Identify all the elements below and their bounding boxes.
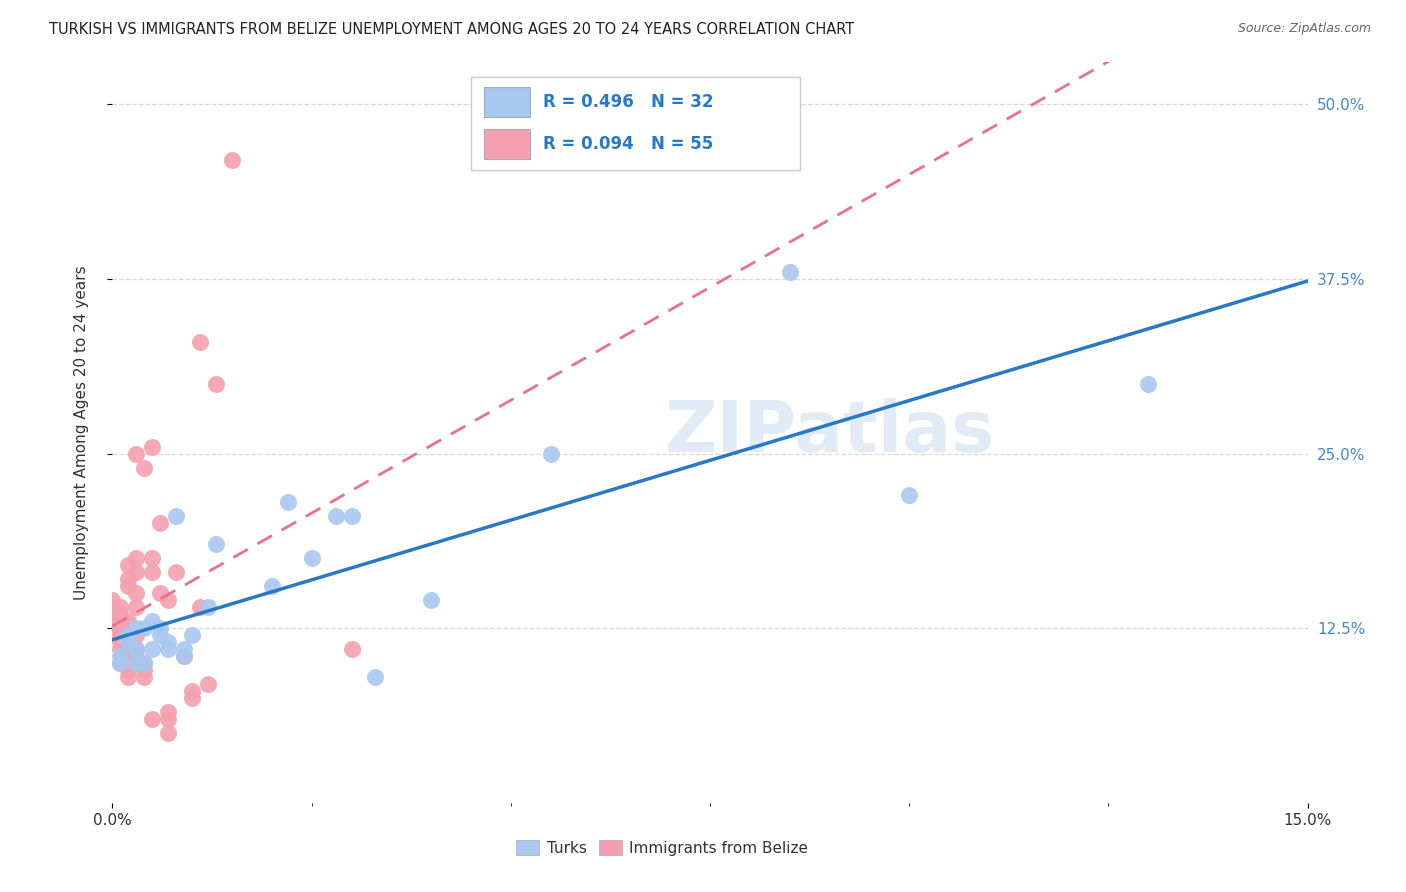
Point xyxy=(181,628,204,642)
Point xyxy=(141,440,163,454)
Point xyxy=(125,656,148,670)
Point xyxy=(134,460,156,475)
Point xyxy=(540,446,562,460)
Point xyxy=(205,537,228,551)
Point xyxy=(277,495,299,509)
Point xyxy=(110,628,132,642)
Point xyxy=(181,684,204,698)
Point xyxy=(134,656,156,670)
Point xyxy=(157,726,180,740)
Point xyxy=(149,621,172,635)
Point xyxy=(134,663,156,677)
Point xyxy=(110,649,132,664)
Point xyxy=(173,649,195,664)
Point xyxy=(188,334,211,349)
Point xyxy=(157,705,180,719)
Point xyxy=(117,642,139,657)
Point xyxy=(325,509,347,524)
Point xyxy=(301,551,323,566)
Point xyxy=(898,488,921,502)
Point xyxy=(110,656,132,670)
Point xyxy=(1137,376,1160,391)
Point xyxy=(125,628,148,642)
Point xyxy=(125,551,148,566)
Point xyxy=(117,572,139,586)
Point xyxy=(125,566,148,580)
Point xyxy=(125,649,148,664)
Point xyxy=(101,614,124,628)
Point xyxy=(157,712,180,726)
Point xyxy=(149,628,172,642)
Point xyxy=(117,635,139,649)
Point xyxy=(173,649,195,664)
Point xyxy=(125,600,148,615)
Text: TURKISH VS IMMIGRANTS FROM BELIZE UNEMPLOYMENT AMONG AGES 20 TO 24 YEARS CORRELA: TURKISH VS IMMIGRANTS FROM BELIZE UNEMPL… xyxy=(49,22,855,37)
Point xyxy=(197,677,219,691)
Point xyxy=(110,656,132,670)
Y-axis label: Unemployment Among Ages 20 to 24 years: Unemployment Among Ages 20 to 24 years xyxy=(75,265,89,600)
Point xyxy=(141,712,163,726)
Point xyxy=(157,642,180,657)
Point xyxy=(364,670,387,684)
Point xyxy=(149,516,172,531)
Point xyxy=(779,265,801,279)
Point xyxy=(125,656,148,670)
Point xyxy=(117,663,139,677)
Point xyxy=(117,558,139,573)
Point xyxy=(117,628,139,642)
Point xyxy=(165,509,187,524)
Point xyxy=(173,642,195,657)
Point xyxy=(110,600,132,615)
Point xyxy=(141,566,163,580)
Point xyxy=(110,614,132,628)
Point xyxy=(110,621,132,635)
Point xyxy=(134,670,156,684)
Point xyxy=(420,593,443,607)
Point xyxy=(141,614,163,628)
Point xyxy=(260,579,283,593)
Point xyxy=(188,600,211,615)
Point xyxy=(340,509,363,524)
Point xyxy=(340,642,363,657)
Point xyxy=(197,600,219,615)
Point xyxy=(165,566,187,580)
Text: Source: ZipAtlas.com: Source: ZipAtlas.com xyxy=(1237,22,1371,36)
Point xyxy=(117,579,139,593)
Point xyxy=(101,621,124,635)
Point xyxy=(157,635,180,649)
Point xyxy=(205,376,228,391)
Point xyxy=(110,635,132,649)
Point xyxy=(101,593,124,607)
Point xyxy=(125,621,148,635)
Point xyxy=(117,614,139,628)
Point xyxy=(110,607,132,622)
Point xyxy=(117,656,139,670)
Point xyxy=(101,600,124,615)
Legend: Turks, Immigrants from Belize: Turks, Immigrants from Belize xyxy=(510,834,814,862)
Point xyxy=(110,642,132,657)
Point xyxy=(125,642,148,657)
Point xyxy=(157,593,180,607)
Point xyxy=(134,621,156,635)
Point xyxy=(181,691,204,706)
Point xyxy=(149,586,172,600)
Point xyxy=(134,656,156,670)
Point xyxy=(101,607,124,622)
Point xyxy=(141,642,163,657)
Point xyxy=(117,670,139,684)
Point xyxy=(117,628,139,642)
Point xyxy=(221,153,243,168)
Point xyxy=(141,551,163,566)
Point xyxy=(125,642,148,657)
Point xyxy=(125,586,148,600)
Point xyxy=(125,446,148,460)
Text: ZIPatlas: ZIPatlas xyxy=(665,398,994,467)
